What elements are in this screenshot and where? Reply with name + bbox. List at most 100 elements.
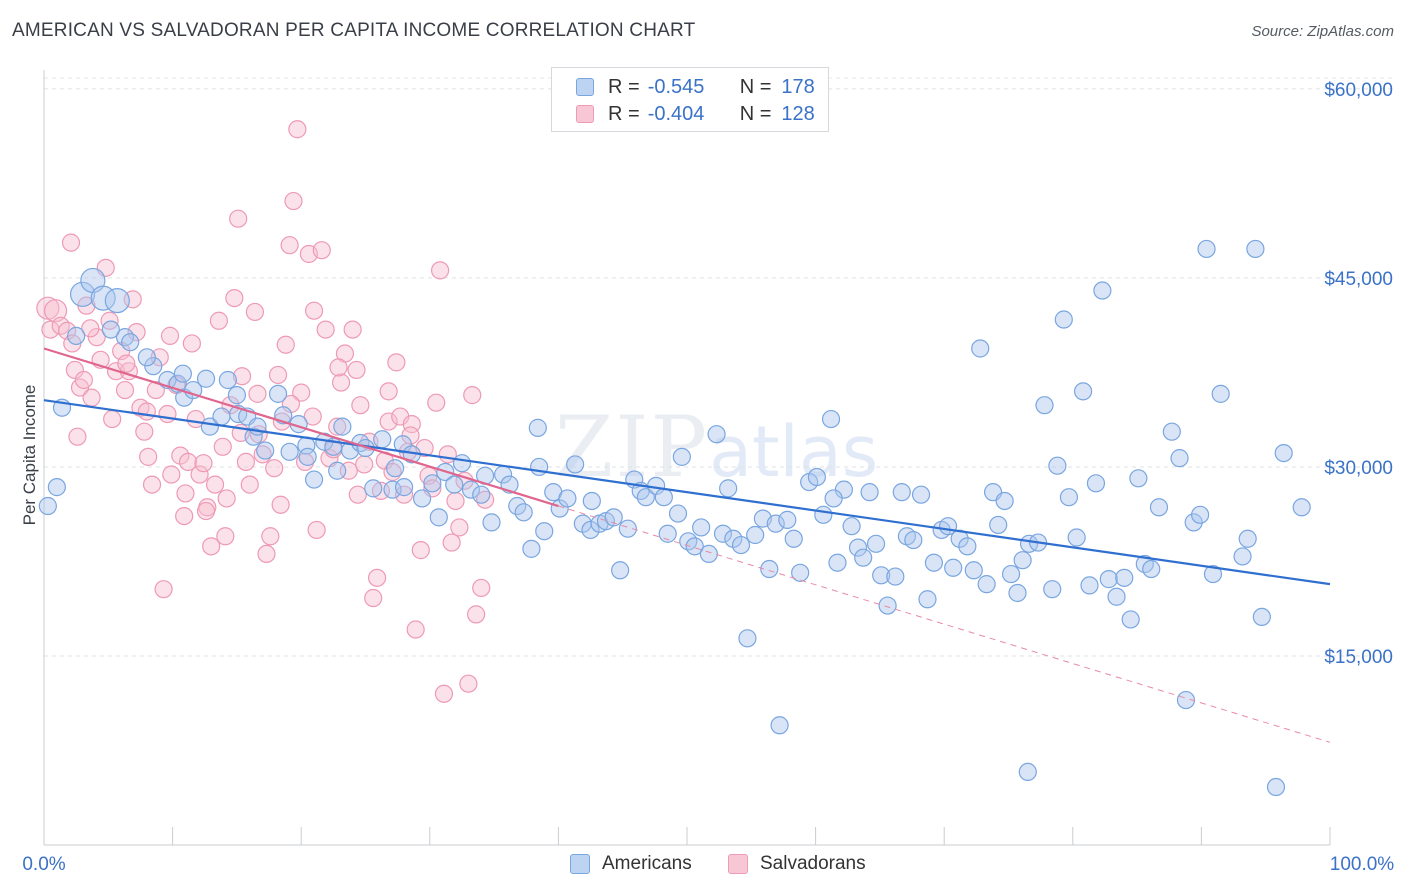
american-point: [1043, 580, 1062, 599]
salvadoran-point: [316, 320, 335, 339]
american-point: [227, 386, 246, 405]
chart-title: AMERICAN VS SALVADORAN PER CAPITA INCOME…: [12, 20, 696, 41]
watermark: ZIPatlas: [555, 398, 878, 496]
salvadoran-point: [434, 684, 454, 703]
american-point: [1170, 449, 1189, 468]
american-point: [1054, 310, 1073, 329]
american-point: [328, 461, 347, 480]
salvadoran-point: [288, 120, 307, 139]
salvadoran-point: [175, 506, 194, 526]
salvadoran-point: [160, 326, 180, 345]
salvadoran-point: [213, 437, 232, 456]
salvadoran-point: [240, 475, 259, 494]
american-point: [429, 508, 448, 527]
american-point: [1035, 396, 1054, 415]
american-point: [1162, 422, 1181, 441]
american-point: [47, 478, 66, 497]
american-point: [828, 553, 847, 572]
american-point: [514, 503, 533, 522]
salvadoran-point: [103, 409, 122, 429]
x-tick-label: 0.0%: [22, 854, 65, 875]
american-point: [964, 561, 983, 580]
american-point: [385, 459, 405, 478]
salvadoran-point: [142, 475, 162, 494]
american-point: [1203, 564, 1223, 584]
american-point: [821, 409, 841, 429]
american-point: [461, 480, 481, 499]
legend-swatch-salvadorans: [576, 105, 594, 123]
salvadoran-point: [154, 580, 173, 599]
salvadoran-point: [117, 354, 136, 373]
american-point: [731, 535, 751, 555]
american-point: [878, 596, 897, 615]
american-point: [766, 514, 785, 533]
salvadoran-point: [347, 360, 366, 380]
american-point: [1013, 551, 1032, 570]
american-point: [1142, 559, 1161, 579]
american-point: [977, 575, 996, 594]
american-point: [1067, 528, 1086, 547]
american-point: [38, 496, 57, 516]
salvadoran-point: [202, 537, 221, 556]
legend-r-value-salvadorans: -0.404: [647, 102, 705, 125]
american-point: [604, 508, 623, 527]
salvadoran-point: [430, 261, 450, 280]
salvadoran-point: [459, 674, 478, 693]
american-point: [668, 504, 688, 523]
salvadoran-point: [427, 393, 446, 412]
legend-row-americans: R = -0.545 N = 178: [576, 75, 815, 99]
american-point: [904, 530, 923, 550]
american-point: [713, 524, 733, 543]
salvadoran-point: [137, 402, 156, 421]
salvadoran-point: [82, 388, 101, 407]
american-point: [1292, 498, 1311, 517]
american-point: [558, 489, 577, 508]
american-point: [719, 479, 738, 498]
salvadoran-point: [61, 233, 81, 252]
salvadoran-point: [205, 475, 225, 494]
american-point: [173, 364, 192, 383]
american-point: [1093, 281, 1112, 300]
american-point: [685, 537, 704, 556]
american-point: [746, 525, 765, 545]
american-point: [1107, 587, 1126, 606]
american-point: [423, 474, 442, 493]
salvadoran-point: [463, 386, 482, 405]
american-point: [1115, 568, 1134, 587]
american-point: [1149, 498, 1169, 517]
legend-r-label: R =: [608, 102, 640, 125]
salvadoran-point: [229, 209, 248, 228]
american-point: [101, 320, 120, 339]
american-point: [394, 478, 414, 497]
salvadoran-point: [146, 380, 165, 400]
american-point: [618, 519, 637, 538]
salvadoran-point: [280, 236, 299, 255]
salvadorans-trend-line: [43, 347, 559, 508]
legend-n-value-americans: 178: [781, 75, 815, 98]
american-point: [256, 441, 275, 460]
bottom-legend-swatch-americans: [570, 854, 590, 874]
legend-n-label: N =: [739, 75, 772, 98]
salvadoran-point: [367, 568, 387, 587]
salvadoran-point: [348, 485, 367, 504]
salvadoran-point: [406, 620, 425, 639]
salvadoran-point: [257, 544, 276, 564]
american-point: [854, 548, 873, 567]
salvadoran-point: [307, 520, 326, 540]
american-point: [760, 559, 779, 579]
legend-n-label: N =: [739, 102, 772, 125]
american-point: [824, 489, 843, 508]
legend-n-value-salvadorans: 128: [781, 102, 815, 125]
american-point: [866, 534, 886, 553]
bottom-legend-label-americans: Americans: [602, 853, 692, 874]
salvadoran-point: [442, 533, 461, 552]
salvadoran-point: [216, 527, 235, 546]
american-point: [872, 566, 891, 585]
salvadoran-point: [209, 311, 228, 330]
american-point: [918, 590, 937, 609]
american-point: [611, 561, 630, 580]
american-point: [452, 454, 472, 473]
salvadoran-point: [387, 353, 406, 372]
salvadoran-point: [225, 288, 244, 308]
